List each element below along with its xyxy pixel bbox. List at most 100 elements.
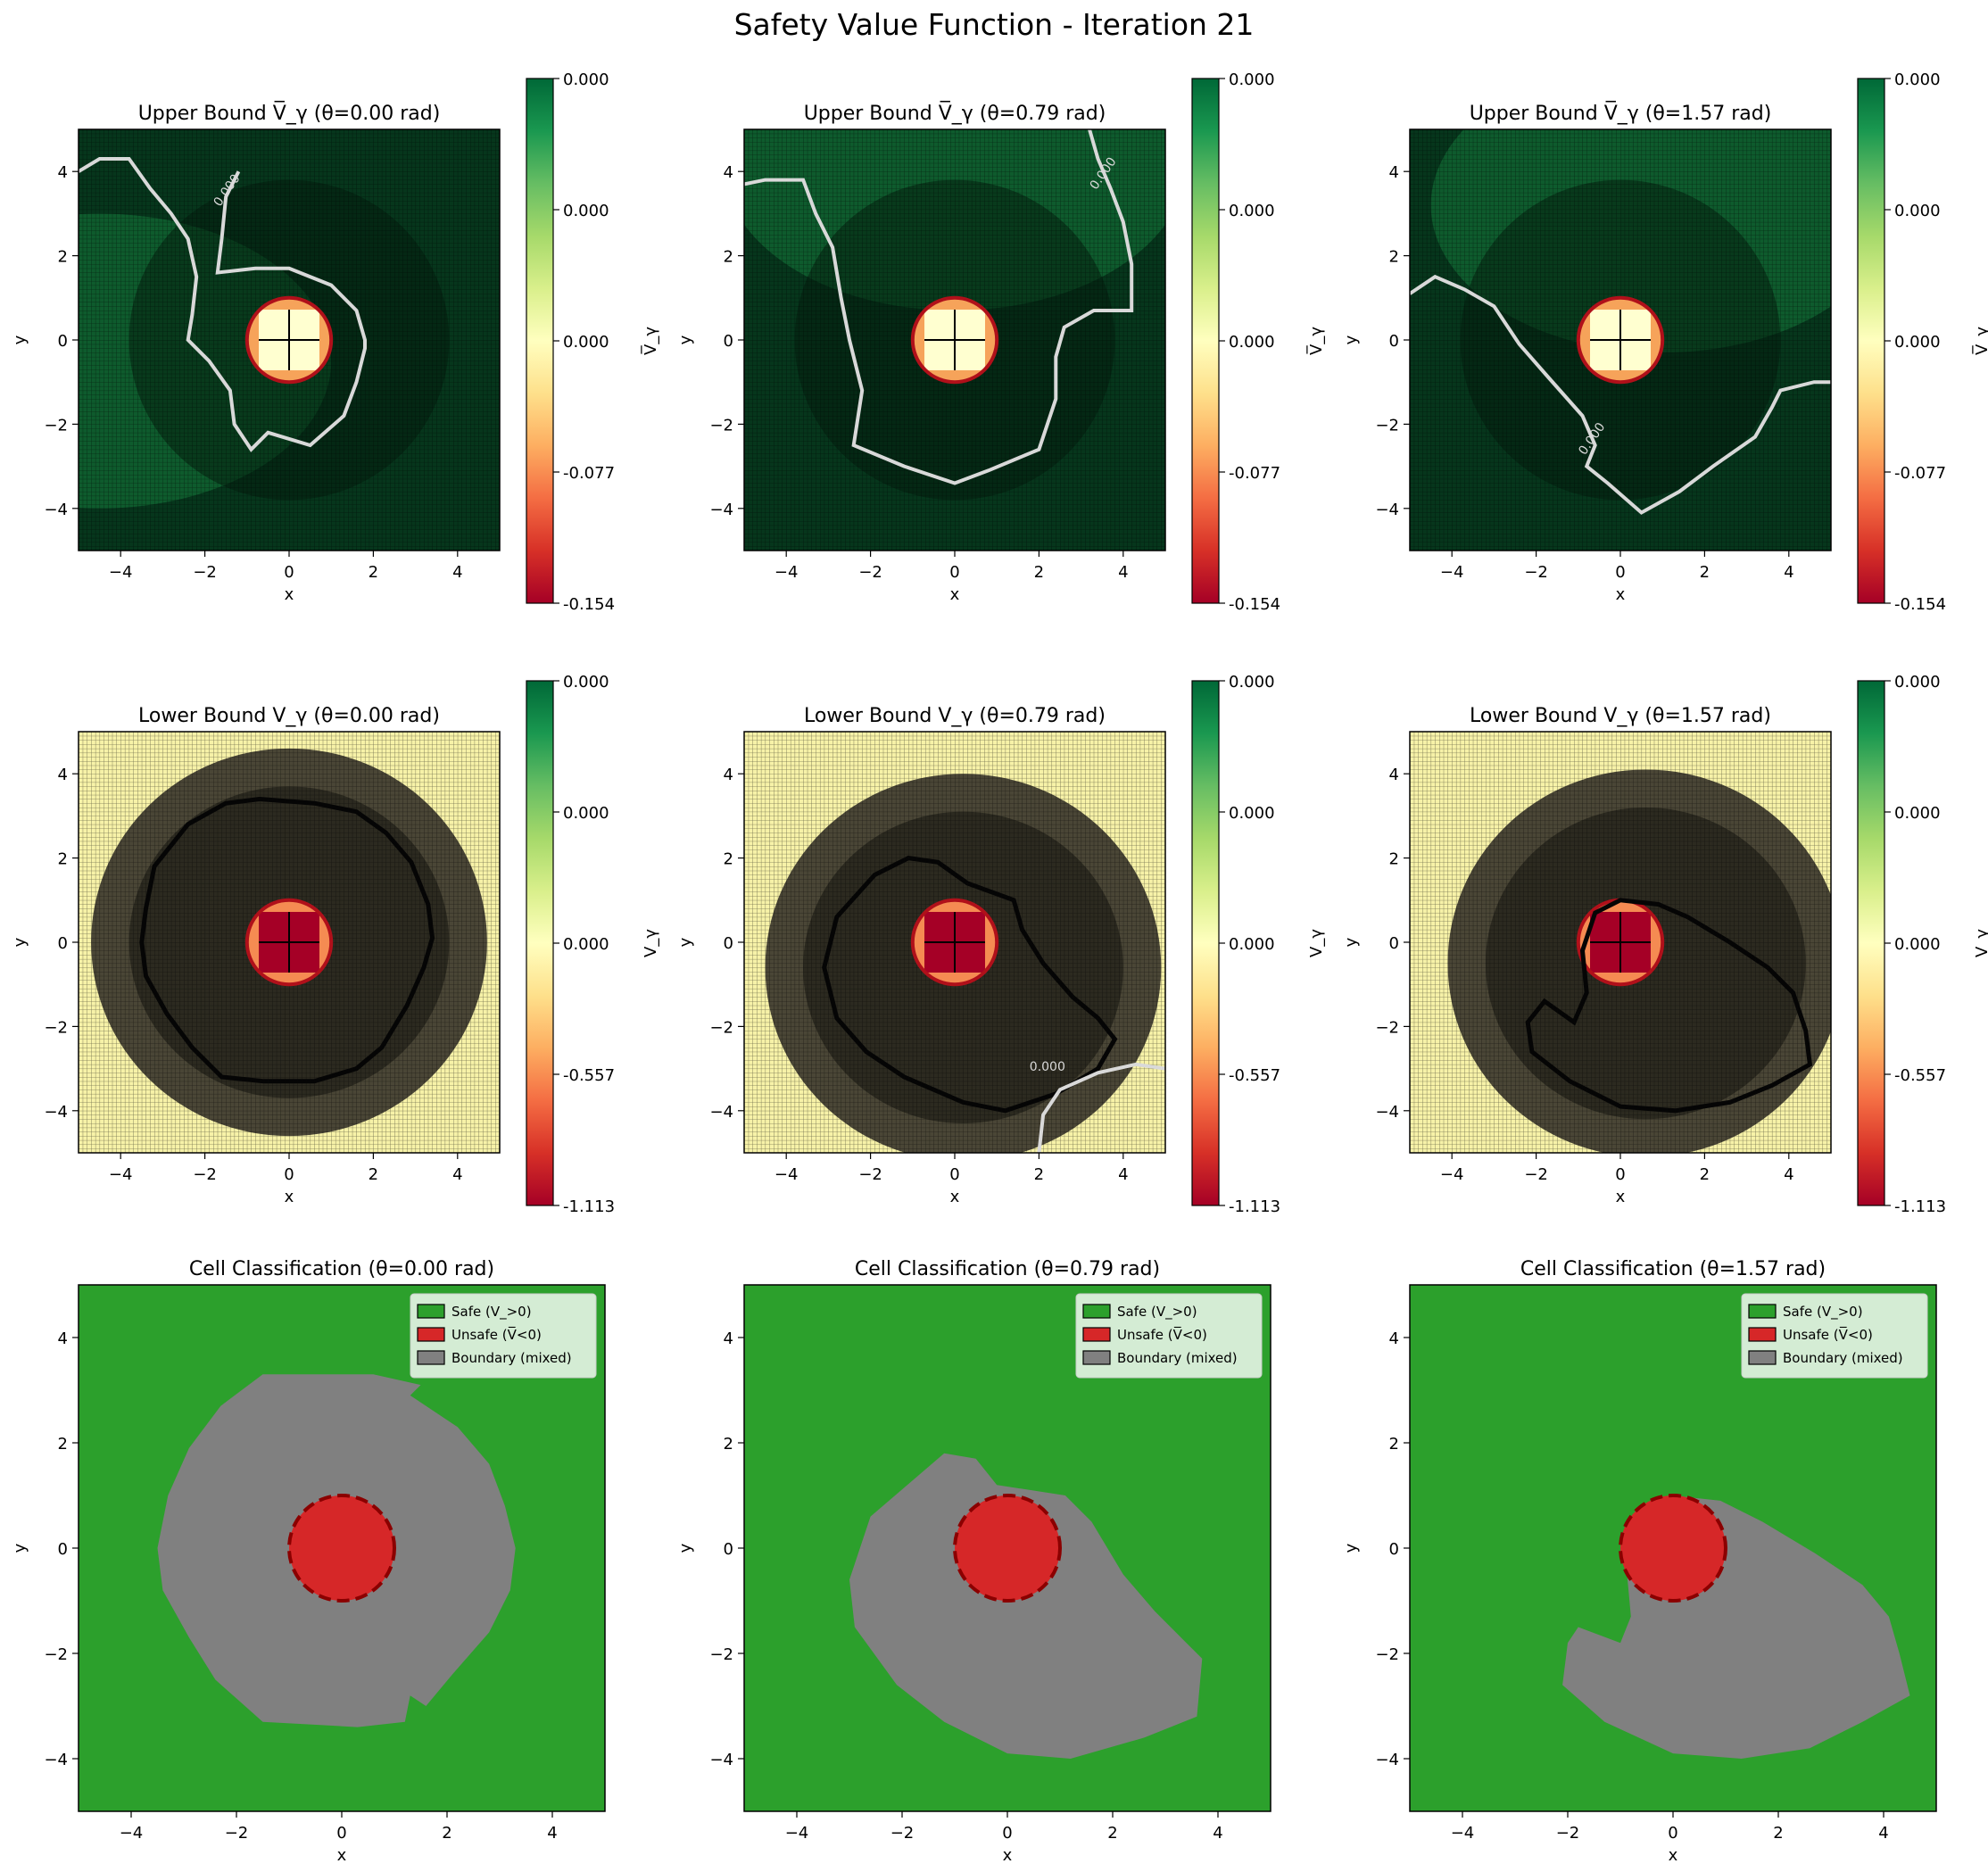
- legend-label: Boundary (mixed): [1783, 1350, 1903, 1366]
- y-tick-label: 2: [724, 850, 733, 869]
- y-tick-label: 2: [1389, 248, 1399, 267]
- y-tick-label: −4: [709, 1751, 733, 1769]
- subplot-title: Lower Bound V_γ (θ=0.00 rad): [138, 705, 440, 727]
- obstacle-boundary: [910, 295, 999, 385]
- colorbar-tick-label: 0.000: [563, 70, 609, 89]
- heatmap-cells: 0.000: [1410, 129, 1831, 551]
- x-tick-label: 0: [336, 1824, 346, 1843]
- colorbar: [1857, 680, 1885, 1206]
- y-tick-label: 4: [58, 766, 68, 784]
- x-tick-label: −4: [785, 1824, 809, 1843]
- legend-swatch: [417, 1350, 445, 1365]
- x-tick-label: 0: [949, 1165, 959, 1184]
- legend-swatch: [1748, 1350, 1777, 1365]
- y-tick-label: 4: [1389, 1329, 1399, 1348]
- y-tick-label: 0: [724, 934, 733, 953]
- y-tick-label: 0: [1389, 934, 1399, 953]
- y-tick-label: 0: [1389, 1540, 1399, 1559]
- colorbar-tick-label: 0.000: [1894, 70, 1941, 89]
- colorbar-tick-label: -0.557: [563, 1066, 615, 1085]
- x-tick-label: 4: [1118, 563, 1128, 582]
- colorbar-tick-label: 0.000: [1229, 804, 1275, 823]
- unsafe-region: [1620, 1495, 1726, 1601]
- y-tick-label: 4: [58, 163, 68, 182]
- y-axis-label: y: [676, 335, 695, 344]
- x-tick-label: 0: [1615, 1165, 1625, 1184]
- x-tick-label: −2: [1524, 1165, 1548, 1184]
- x-tick-label: −2: [193, 1165, 217, 1184]
- x-tick-label: −4: [774, 563, 799, 582]
- obstacle-boundary: [1576, 295, 1665, 385]
- obstacle-boundary: [910, 898, 999, 987]
- y-tick-label: −2: [709, 1645, 733, 1664]
- subplot-title: Lower Bound V_γ (θ=1.57 rad): [1470, 705, 1771, 727]
- legend-swatch: [417, 1304, 445, 1319]
- y-tick-label: −4: [44, 1751, 68, 1769]
- upper-bound-panel: 0.000 −4 −4 −2 −2 0 0 2 2 4 4 x y Upper Bound V̅_γ (θ…: [676, 70, 1326, 614]
- x-tick-label: −4: [120, 1824, 144, 1843]
- heatmap-cells: 0.000: [744, 129, 1165, 551]
- x-tick-label: 2: [442, 1824, 451, 1843]
- colorbar: [526, 78, 554, 604]
- upper-bound-panel: 0.000 −4 −4 −2 −2 0 0 2 2 4 4 x y Upper Bound V̅_γ (θ…: [11, 70, 660, 614]
- y-tick-label: 0: [724, 1540, 733, 1559]
- x-tick-label: 2: [1034, 1165, 1044, 1184]
- y-tick-label: 2: [724, 248, 733, 267]
- y-tick-label: 2: [58, 850, 68, 869]
- x-tick-label: 0: [284, 1165, 294, 1184]
- x-tick-label: 0: [284, 563, 294, 582]
- subplot-title: Cell Classification (θ=0.00 rad): [189, 1258, 494, 1280]
- zero-level-contour: [139, 796, 435, 1084]
- x-tick-label: −4: [774, 1165, 799, 1184]
- colorbar-label: V̅_γ: [641, 327, 660, 355]
- colorbar-tick-label: -1.113: [563, 1197, 615, 1216]
- x-tick-label: −2: [225, 1824, 249, 1843]
- x-tick-label: 2: [1107, 1824, 1117, 1843]
- colorbar-tick-label: 0.000: [563, 673, 609, 692]
- unsafe-region: [289, 1495, 394, 1601]
- x-tick-label: 2: [1700, 1165, 1710, 1184]
- colorbar-label: V̅_γ: [1972, 327, 1988, 355]
- y-axis-label: y: [11, 1543, 29, 1553]
- x-tick-label: 4: [1878, 1824, 1888, 1843]
- colorbar-label: V_γ: [1307, 929, 1326, 957]
- y-tick-label: 2: [1389, 1435, 1399, 1454]
- y-tick-label: 4: [724, 766, 733, 784]
- y-axis-label: y: [11, 937, 29, 947]
- obstacle-outline: [1619, 1494, 1727, 1603]
- y-tick-label: 2: [58, 1435, 68, 1454]
- x-tick-label: −4: [109, 1165, 133, 1184]
- obstacle-boundary: [244, 898, 334, 987]
- colorbar-label: V̅_γ: [1306, 327, 1326, 355]
- colorbar-tick-label: -0.154: [1894, 595, 1946, 614]
- legend-swatch: [1748, 1327, 1777, 1342]
- x-tick-label: −2: [1524, 563, 1548, 582]
- colorbar-tick-label: 0.000: [563, 804, 609, 823]
- colorbar-tick-label: 0.000: [563, 202, 609, 220]
- y-tick-label: −2: [1375, 1018, 1399, 1037]
- y-tick-label: 0: [58, 332, 68, 351]
- legend-swatch: [1082, 1327, 1111, 1342]
- x-tick-label: 4: [547, 1824, 557, 1843]
- subplot-title: Upper Bound V̅_γ (θ=0.00 rad): [138, 101, 441, 125]
- figure-title: Safety Value Function - Iteration 21: [733, 7, 1255, 42]
- colorbar-tick-label: -0.077: [1229, 464, 1280, 483]
- y-tick-label: 2: [58, 248, 68, 267]
- colorbar-tick-label: 0.000: [1229, 673, 1275, 692]
- heatmap-cells: 0.000: [79, 129, 500, 551]
- legend-swatch: [417, 1327, 445, 1342]
- y-tick-label: −4: [44, 501, 68, 519]
- y-axis-label: y: [676, 1543, 695, 1553]
- x-tick-label: 2: [369, 563, 378, 582]
- legend-label: Unsafe (V̅<0): [1783, 1326, 1873, 1343]
- legend-label: Boundary (mixed): [1117, 1350, 1238, 1366]
- heatmap-cells: 0.000: [744, 732, 1165, 1153]
- x-axis-label: x: [337, 1846, 347, 1865]
- subplot-title: Cell Classification (θ=1.57 rad): [1520, 1258, 1826, 1280]
- x-tick-label: 2: [1773, 1824, 1783, 1843]
- y-tick-label: −2: [1375, 1645, 1399, 1664]
- x-tick-label: 2: [369, 1165, 378, 1184]
- legend-label: Safe (V_>0): [451, 1304, 532, 1321]
- x-tick-label: 4: [1784, 1165, 1793, 1184]
- y-tick-label: −4: [1375, 1103, 1399, 1122]
